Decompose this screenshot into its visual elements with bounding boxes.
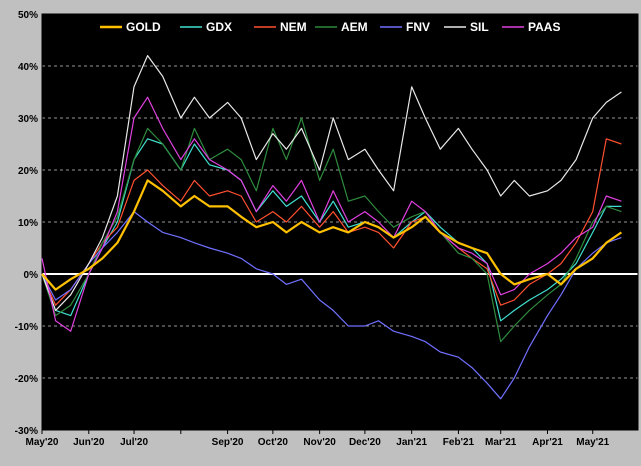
y-tick-label: -10% [15,322,38,333]
x-tick-label: May'21 [576,437,609,448]
legend-label-paas: PAAS [528,20,560,34]
x-tick-label: Feb'21 [443,437,475,448]
legend-label-gdx: GDX [206,20,232,34]
series-line-fnv [41,211,622,400]
y-tick-label: 0% [24,270,39,281]
x-axis: May'20 Jun'20 Jul'20 Sep'20 Oct'20 Nov'20 Dec'… [26,430,610,448]
grid-lines [41,13,639,431]
legend-label-fnv: FNV [406,20,430,34]
series-line-sil [41,54,622,311]
series-line-paas [41,96,622,332]
plot-area [42,14,638,430]
series-lines [41,54,623,400]
y-axis: -30% -20% -10% 0% 10% 20% 30% 40% 50% [15,10,38,437]
x-tick-label: Sep'20 [212,437,244,448]
x-tick-label: Mar'21 [485,437,517,448]
x-tick-label: Oct'20 [258,437,289,448]
x-tick-label: Apr'21 [532,437,563,448]
series-line-gdx [41,138,622,322]
y-tick-label: 10% [18,218,38,229]
x-tick-label: Jun'20 [73,437,105,448]
x-tick-label: Jul'20 [120,437,148,448]
x-tick-label: Jan'21 [396,437,427,448]
y-tick-label: 50% [18,10,38,21]
y-tick-label: -20% [15,374,38,385]
legend: GOLD GDX NEM AEM FNV SIL PAAS [100,20,560,34]
y-tick-label: -30% [15,426,38,437]
x-tick-label: Nov'20 [303,437,336,448]
x-tick-label: May'20 [26,437,59,448]
legend-label-aem: AEM [341,20,368,34]
y-tick-label: 30% [18,114,38,125]
legend-label-nem: NEM [280,20,307,34]
x-tick-label: Dec'20 [349,437,381,448]
series-line-gold [41,179,623,291]
y-tick-label: 40% [18,62,38,73]
legend-label-sil: SIL [470,20,489,34]
series-line-nem [41,138,622,306]
series-line-aem [41,117,622,343]
y-tick-label: 20% [18,166,38,177]
legend-label-gold: GOLD [126,20,161,34]
plot-frame [41,13,639,431]
